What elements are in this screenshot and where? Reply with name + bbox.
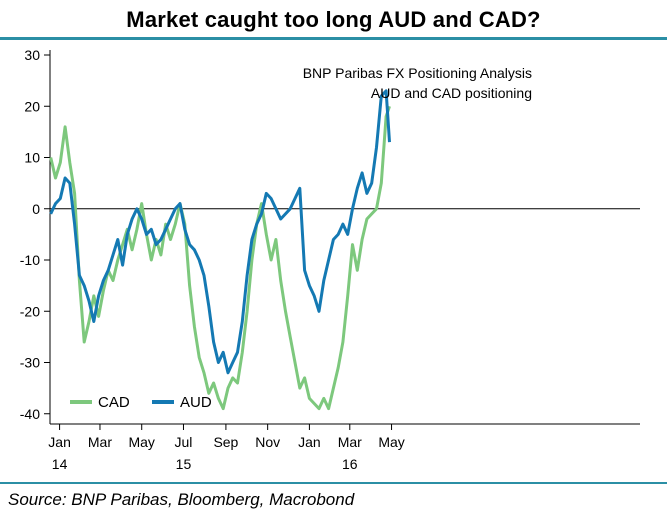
y-tick-label: 30 bbox=[24, 47, 40, 63]
legend: CAD AUD bbox=[70, 394, 212, 411]
legend-label-cad: CAD bbox=[98, 394, 130, 411]
x-tick-label: May bbox=[128, 434, 154, 450]
x-axis: Jan 14 Mar May Jul 15 Sep Nov Jan Mar 16 May bbox=[48, 423, 640, 472]
x-tick-label: Mar bbox=[338, 434, 362, 450]
y-tick-label: 0 bbox=[32, 201, 40, 217]
line-chart: 30 20 10 0 -10 -20 -30 -40 Jan 14 Mar May Jul 15 Sep N… bbox=[20, 47, 640, 472]
x-tick-label: Mar bbox=[88, 434, 112, 450]
y-tick-label: -20 bbox=[20, 303, 40, 319]
series-line-cad bbox=[49, 105, 391, 411]
annotation-line-2: AUD and CAD positioning bbox=[371, 85, 532, 101]
y-tick-label: 10 bbox=[24, 150, 40, 166]
chart-title-bar: Market caught too long AUD and CAD? bbox=[0, 0, 667, 40]
x-tick-label: Jan bbox=[298, 434, 321, 450]
source-note: Source: BNP Paribas, Bloomberg, Macrobon… bbox=[0, 482, 667, 515]
series-line-aud bbox=[49, 89, 391, 375]
y-tick-label: 20 bbox=[24, 98, 40, 114]
legend-label-aud: AUD bbox=[180, 394, 212, 411]
chart-title: Market caught too long AUD and CAD? bbox=[126, 7, 541, 32]
chart-annotation: BNP Paribas FX Positioning Analysis AUD … bbox=[303, 65, 532, 101]
x-tick-label: May bbox=[378, 434, 404, 450]
annotation-line-1: BNP Paribas FX Positioning Analysis bbox=[303, 65, 532, 81]
x-tick-year-label: 14 bbox=[52, 456, 68, 472]
y-tick-label: -30 bbox=[20, 355, 40, 371]
series-layer bbox=[49, 89, 391, 411]
y-tick-label: -40 bbox=[20, 406, 40, 422]
y-tick-label: -10 bbox=[20, 252, 40, 268]
x-tick-label: Jul bbox=[175, 434, 193, 450]
x-tick-year-label: 15 bbox=[176, 456, 192, 472]
x-tick-label: Nov bbox=[255, 434, 280, 450]
x-tick-label: Sep bbox=[213, 434, 238, 450]
y-axis: 30 20 10 0 -10 -20 -30 -40 bbox=[20, 47, 51, 424]
x-tick-year-label: 16 bbox=[342, 456, 358, 472]
x-tick-label: Jan bbox=[48, 434, 71, 450]
